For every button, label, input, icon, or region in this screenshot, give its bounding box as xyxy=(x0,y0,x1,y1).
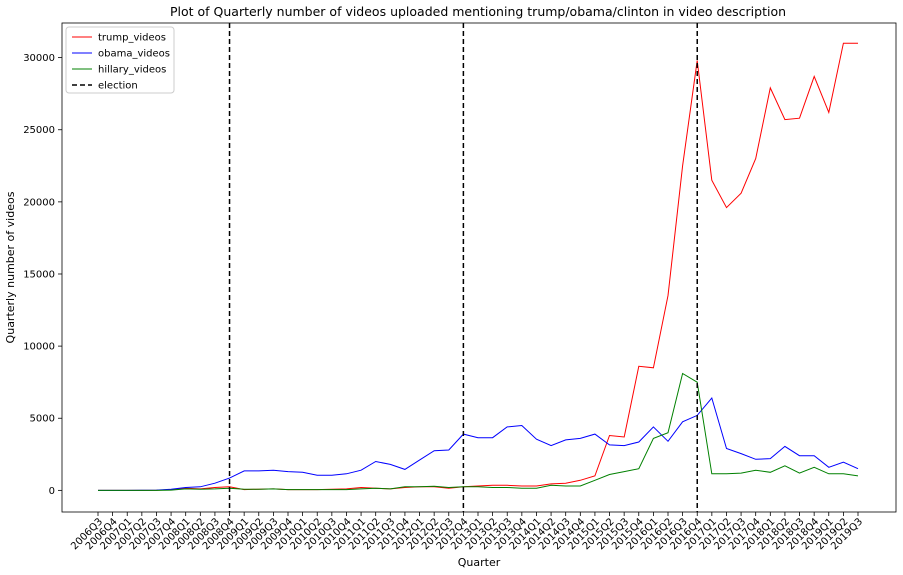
legend-box xyxy=(65,26,175,94)
election-lines xyxy=(228,23,698,512)
y-axis-ticks: 0 5000 10000 15000 20000 25000 30000 xyxy=(23,53,62,497)
legend-label: obama_videos xyxy=(98,49,170,60)
series-line-trump_videos xyxy=(98,42,858,491)
y-tick-label: 30000 xyxy=(23,53,55,64)
legend: trump_videos obama_videos hillary_videosel… xyxy=(65,26,175,94)
legend-label: election xyxy=(98,81,138,92)
series-line-hillary_videos xyxy=(98,372,859,491)
chart-title: Plot of Quarterly number of videos uploa… xyxy=(170,4,786,19)
legend-label: trump_videos xyxy=(98,33,166,44)
series-layer xyxy=(98,42,859,491)
y-tick-label: 25000 xyxy=(23,125,55,136)
y-tick-label: 15000 xyxy=(23,269,55,280)
y-tick-label: 20000 xyxy=(23,197,55,208)
y-tick-label: 5000 xyxy=(30,414,55,425)
x-axis-label: Quarter xyxy=(458,556,501,569)
legend-label: hillary_videos xyxy=(98,65,166,76)
y-tick-label: 0 xyxy=(49,486,55,497)
y-axis-label: Quarterly number of videos xyxy=(4,191,17,343)
series-line-obama_videos xyxy=(98,396,859,491)
y-tick-label: 10000 xyxy=(23,342,55,353)
x-axis-ticks: 2006Q32006Q42007Q12007Q22007Q32007Q42008… xyxy=(69,512,865,552)
plot-frame xyxy=(61,22,897,513)
